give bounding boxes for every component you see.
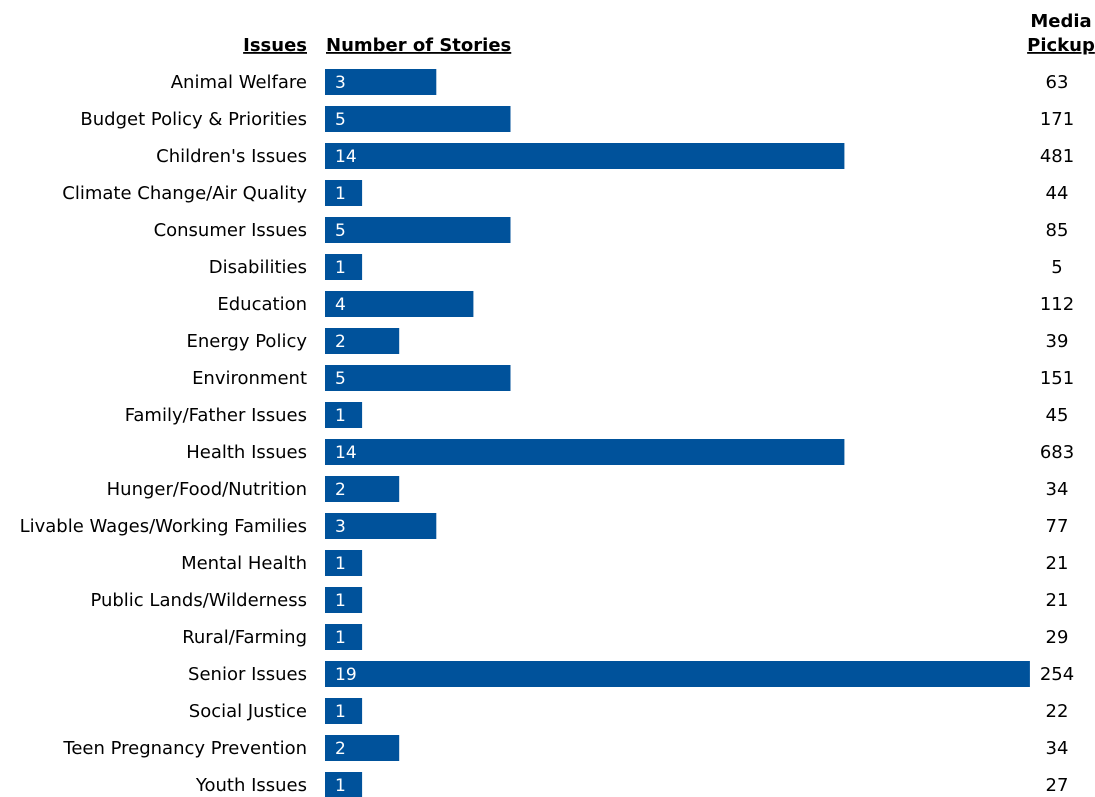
- media-pickup-value: 63: [1046, 72, 1069, 93]
- category-label: Teen Pregnancy Prevention: [62, 738, 307, 759]
- bar-value-label: 1: [335, 702, 346, 722]
- bar: [325, 624, 363, 650]
- bar-value-label: 3: [335, 517, 346, 537]
- category-label: Social Justice: [189, 701, 307, 722]
- category-label: Family/Father Issues: [125, 405, 307, 426]
- bar: [325, 513, 437, 539]
- category-label: Public Lands/Wilderness: [90, 590, 307, 611]
- bar: [325, 143, 845, 169]
- category-label: Environment: [192, 368, 307, 389]
- media-pickup-value: 151: [1040, 368, 1074, 389]
- stories-header: Number of Stories: [326, 35, 511, 56]
- bar: [325, 254, 363, 280]
- bar: [325, 291, 474, 317]
- bar: [325, 772, 363, 797]
- media-pickup-value: 481: [1040, 146, 1074, 167]
- bar: [325, 180, 363, 206]
- category-label: Education: [217, 294, 307, 315]
- media-pickup-value: 683: [1040, 442, 1074, 463]
- bar-value-label: 2: [335, 739, 346, 759]
- bar-value-label: 1: [335, 258, 346, 278]
- category-label: Consumer Issues: [154, 220, 307, 241]
- media-pickup-value: 5: [1051, 257, 1062, 278]
- category-label: Disabilities: [209, 257, 307, 278]
- category-label: Mental Health: [181, 553, 307, 574]
- pickup-header-line1: Media: [1030, 11, 1091, 32]
- bar-value-label: 1: [335, 406, 346, 426]
- bar-value-label: 1: [335, 184, 346, 204]
- category-label: Youth Issues: [195, 775, 307, 796]
- bar-value-label: 3: [335, 73, 346, 93]
- bar-value-label: 5: [335, 369, 346, 389]
- chart-rows: Animal Welfare 3 63 Budget Policy & Priorit…: [20, 69, 1074, 797]
- media-pickup-value: 254: [1040, 664, 1074, 685]
- media-pickup-value: 27: [1046, 775, 1069, 796]
- bar: [325, 217, 511, 243]
- bar: [325, 402, 363, 428]
- bar-value-label: 2: [335, 480, 346, 500]
- media-pickup-value: 39: [1046, 331, 1069, 352]
- bar: [325, 735, 400, 761]
- media-pickup-value: 34: [1046, 738, 1069, 759]
- bar-value-label: 1: [335, 628, 346, 648]
- category-label: Children's Issues: [156, 146, 307, 167]
- category-label: Senior Issues: [188, 664, 307, 685]
- bar: [325, 69, 437, 95]
- bar: [325, 550, 363, 576]
- media-pickup-value: 171: [1040, 109, 1074, 130]
- bar-value-label: 19: [335, 665, 357, 685]
- category-label: Animal Welfare: [171, 72, 307, 93]
- category-label: Climate Change/Air Quality: [62, 183, 307, 204]
- media-pickup-value: 22: [1046, 701, 1069, 722]
- bar: [325, 661, 1030, 687]
- category-label: Livable Wages/Working Families: [20, 516, 307, 537]
- bar: [325, 106, 511, 132]
- pickup-header-line2: Pickup: [1027, 35, 1095, 56]
- bar-value-label: 5: [335, 221, 346, 241]
- bar-value-label: 14: [335, 147, 357, 167]
- bar: [325, 587, 363, 613]
- bar: [325, 698, 363, 724]
- media-pickup-value: 21: [1046, 553, 1069, 574]
- bar: [325, 439, 845, 465]
- category-label: Rural/Farming: [182, 627, 307, 648]
- bar-value-label: 14: [335, 443, 357, 463]
- bar-value-label: 1: [335, 554, 346, 574]
- media-pickup-value: 21: [1046, 590, 1069, 611]
- category-label: Energy Policy: [186, 331, 307, 352]
- category-label: Health Issues: [186, 442, 307, 463]
- bar-value-label: 5: [335, 110, 346, 130]
- bar-value-label: 2: [335, 332, 346, 352]
- media-pickup-value: 77: [1046, 516, 1069, 537]
- bar: [325, 365, 511, 391]
- category-label: Hunger/Food/Nutrition: [107, 479, 307, 500]
- media-pickup-value: 29: [1046, 627, 1069, 648]
- bar-value-label: 1: [335, 591, 346, 611]
- bar-value-label: 4: [335, 295, 346, 315]
- issues-header: Issues: [243, 35, 307, 56]
- bar-value-label: 1: [335, 776, 346, 796]
- media-pickup-value: 45: [1046, 405, 1069, 426]
- media-pickup-value: 112: [1040, 294, 1074, 315]
- media-pickup-value: 44: [1046, 183, 1069, 204]
- bar: [325, 328, 400, 354]
- bar: [325, 476, 400, 502]
- category-label: Budget Policy & Priorities: [80, 109, 307, 130]
- media-pickup-value: 34: [1046, 479, 1069, 500]
- media-pickup-value: 85: [1046, 220, 1069, 241]
